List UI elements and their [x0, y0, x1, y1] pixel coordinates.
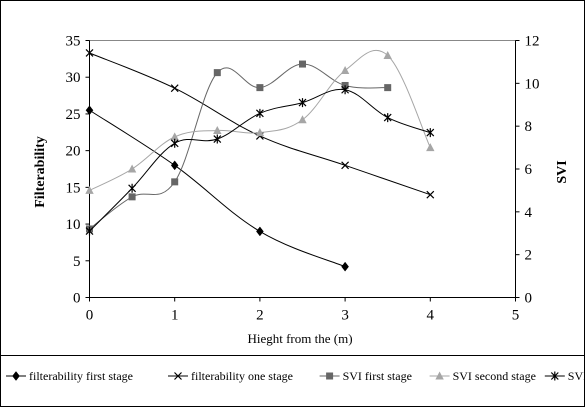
data-point: [170, 84, 179, 93]
y-left-tick-label: 35: [66, 34, 81, 50]
data-point: [341, 85, 350, 95]
data-point: [85, 49, 94, 57]
data-point: [340, 65, 350, 74]
legend-label: SVI one stage: [568, 369, 585, 383]
data-point: [426, 143, 435, 152]
y-left-tick-label: 25: [66, 107, 81, 123]
data-point: [171, 178, 179, 186]
data-point: [426, 128, 435, 138]
y-right-tick-label: 10: [525, 76, 540, 92]
y-left-tick-label: 0: [73, 291, 81, 307]
data-point: [298, 98, 307, 108]
legend-item-3: SVI second stage: [429, 369, 536, 383]
series-layer: [85, 49, 435, 272]
y-right-tick-label: 8: [525, 119, 533, 135]
data-point: [213, 134, 222, 144]
data-point: [128, 193, 136, 201]
x-axis-label: Hieght from the (m): [247, 331, 352, 346]
x-tick-label: 5: [512, 308, 520, 324]
x-tick-label: 2: [256, 308, 264, 324]
series-3: [85, 49, 435, 194]
data-point: [170, 160, 179, 171]
data-point: [85, 226, 94, 236]
legend-marker: [326, 372, 334, 380]
x-tick-label: 0: [86, 308, 94, 324]
y-left-tick-label: 10: [66, 217, 81, 233]
legend-marker: [550, 371, 559, 381]
data-point: [127, 164, 137, 173]
data-point: [85, 185, 94, 194]
legend-marker: [435, 371, 444, 380]
data-point: [298, 115, 307, 124]
data-point: [299, 60, 306, 68]
legend-marker: [174, 372, 182, 380]
data-point: [213, 125, 222, 134]
y-right-tick-label: 0: [525, 291, 533, 307]
data-point: [85, 105, 94, 116]
data-point: [426, 190, 435, 199]
data-point: [341, 261, 349, 272]
legend-marker: [12, 371, 20, 381]
y-left-tick-label: 5: [73, 254, 81, 270]
data-point: [383, 113, 392, 123]
legend-item-2: SVI first stage: [319, 369, 412, 383]
y-right-tick-label: 4: [525, 205, 533, 221]
series-0: [85, 105, 349, 272]
data-point: [170, 138, 179, 148]
legend-item-1: filterability one stage: [168, 369, 293, 383]
data-point: [256, 226, 264, 237]
data-point: [255, 108, 264, 118]
data-point: [213, 69, 221, 77]
y-left-tick-label: 20: [66, 144, 81, 160]
data-point: [255, 128, 265, 137]
series-line: [89, 109, 346, 268]
x-tick-label: 1: [171, 308, 179, 324]
x-tick-label: 4: [427, 308, 435, 324]
x-tick-label: 3: [341, 308, 349, 324]
y-right-tick-label: 2: [525, 248, 533, 264]
y-right-tick-label: 6: [525, 162, 533, 178]
y-left-tick-label: 15: [66, 180, 81, 196]
data-point: [383, 50, 392, 59]
series-line: [89, 63, 388, 230]
y-left-tick-label: 30: [66, 70, 81, 86]
data-point: [384, 84, 392, 92]
legend-label: SVI first stage: [343, 369, 412, 383]
data-point: [170, 132, 179, 141]
data-point: [128, 183, 137, 193]
series-4: [85, 85, 435, 236]
legend: filterability first stage filterability o…: [6, 369, 585, 383]
legend-label: filterability one stage: [191, 369, 293, 383]
data-point: [256, 84, 264, 92]
legend-label: SVI second stage: [453, 369, 536, 383]
data-point: [341, 161, 350, 170]
y-right-tick-label: 12: [525, 34, 540, 50]
labels-layer: Hieght from the (m) Filterability SVI: [33, 136, 570, 346]
y-axis-left-label: Filterability: [33, 136, 48, 208]
legend-item-0: filterability first stage: [6, 369, 133, 383]
legend-item-4: SVI one stage: [544, 369, 585, 383]
y-axis-right-label: SVI: [555, 160, 570, 183]
legend-label: filterability first stage: [29, 369, 133, 383]
